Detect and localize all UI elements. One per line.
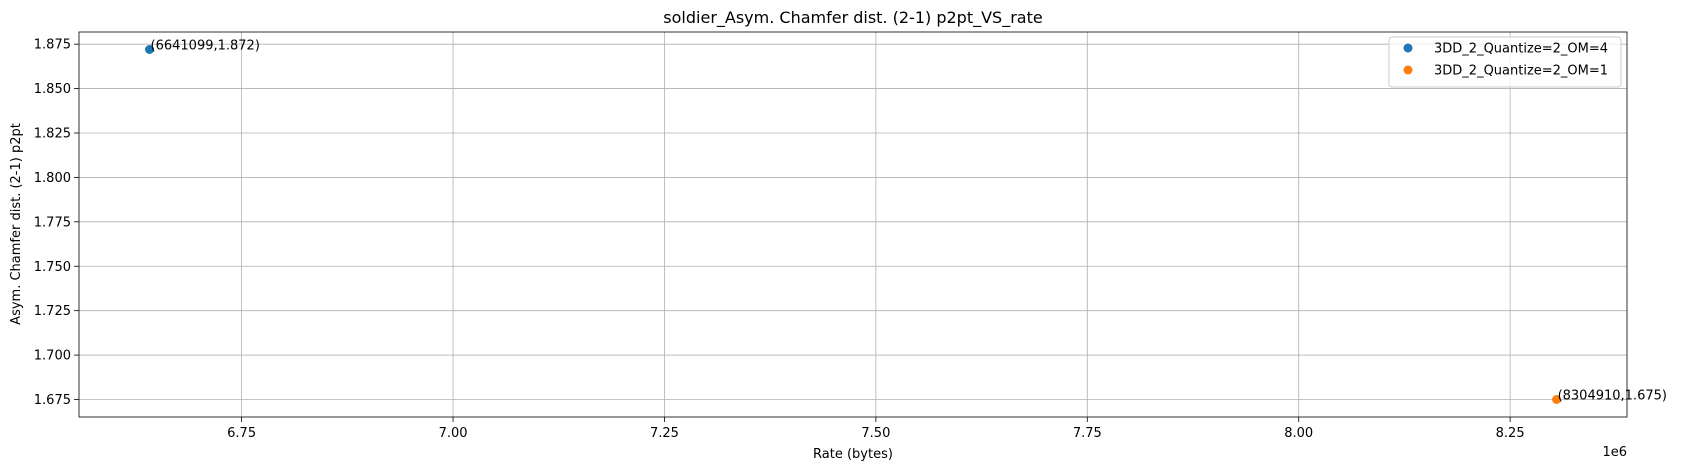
x-tick-label: 7.00: [439, 426, 468, 441]
legend-marker: [1403, 65, 1413, 75]
x-tick-label: 7.75: [1073, 426, 1102, 441]
data-point: [145, 45, 155, 54]
plot-frame: [78, 31, 1628, 418]
x-tick-label: 6.75: [227, 426, 256, 441]
y-axis-label: Asym. Chamfer dist. (2-1) p2pt: [9, 123, 24, 325]
data-point: [1552, 395, 1562, 404]
axis-ticks: 6.75 7.00 7.25 7.50 7.75 8.00 8.25 1.675 1.700 1.…: [34, 38, 1525, 441]
data-points: (6641099,1.872) (8304910,1.675): [145, 39, 1667, 404]
data-point-label: (8304910,1.675): [1558, 389, 1667, 404]
data-point-label: (6641099,1.872): [151, 39, 260, 54]
plot-area-background: [79, 32, 1627, 417]
y-tick-label: 1.800: [34, 171, 71, 186]
legend-box: [1388, 36, 1622, 88]
y-tick-label: 1.825: [34, 127, 71, 142]
y-tick-label: 1.850: [34, 82, 71, 97]
legend-entry-label: 3DD_2_Quantize=2_OM=1: [1434, 64, 1608, 79]
x-axis-label: Rate (bytes): [813, 447, 893, 462]
x-tick-label: 7.25: [650, 426, 679, 441]
chart-title: soldier_Asym. Chamfer dist. (2-1) p2pt_V…: [663, 8, 1042, 28]
legend-entry-label: 3DD_2_Quantize=2_OM=4: [1434, 42, 1608, 57]
y-tick-label: 1.675: [34, 393, 71, 408]
x-tick-label: 8.00: [1284, 426, 1313, 441]
y-tick-label: 1.725: [34, 304, 71, 319]
x-tick-label: 7.50: [861, 426, 890, 441]
y-tick-label: 1.700: [34, 349, 71, 364]
x-axis-offset-label: 1e6: [1602, 445, 1627, 460]
y-tick-label: 1.775: [34, 215, 71, 230]
legend-marker: [1403, 43, 1413, 53]
x-tick-label: 8.25: [1496, 426, 1525, 441]
y-tick-label: 1.875: [34, 38, 71, 53]
grid-lines: [79, 32, 1627, 417]
y-tick-label: 1.750: [34, 260, 71, 275]
legend: 3DD_2_Quantize=2_OM=4 3DD_2_Quantize=2_OM…: [1388, 36, 1622, 88]
